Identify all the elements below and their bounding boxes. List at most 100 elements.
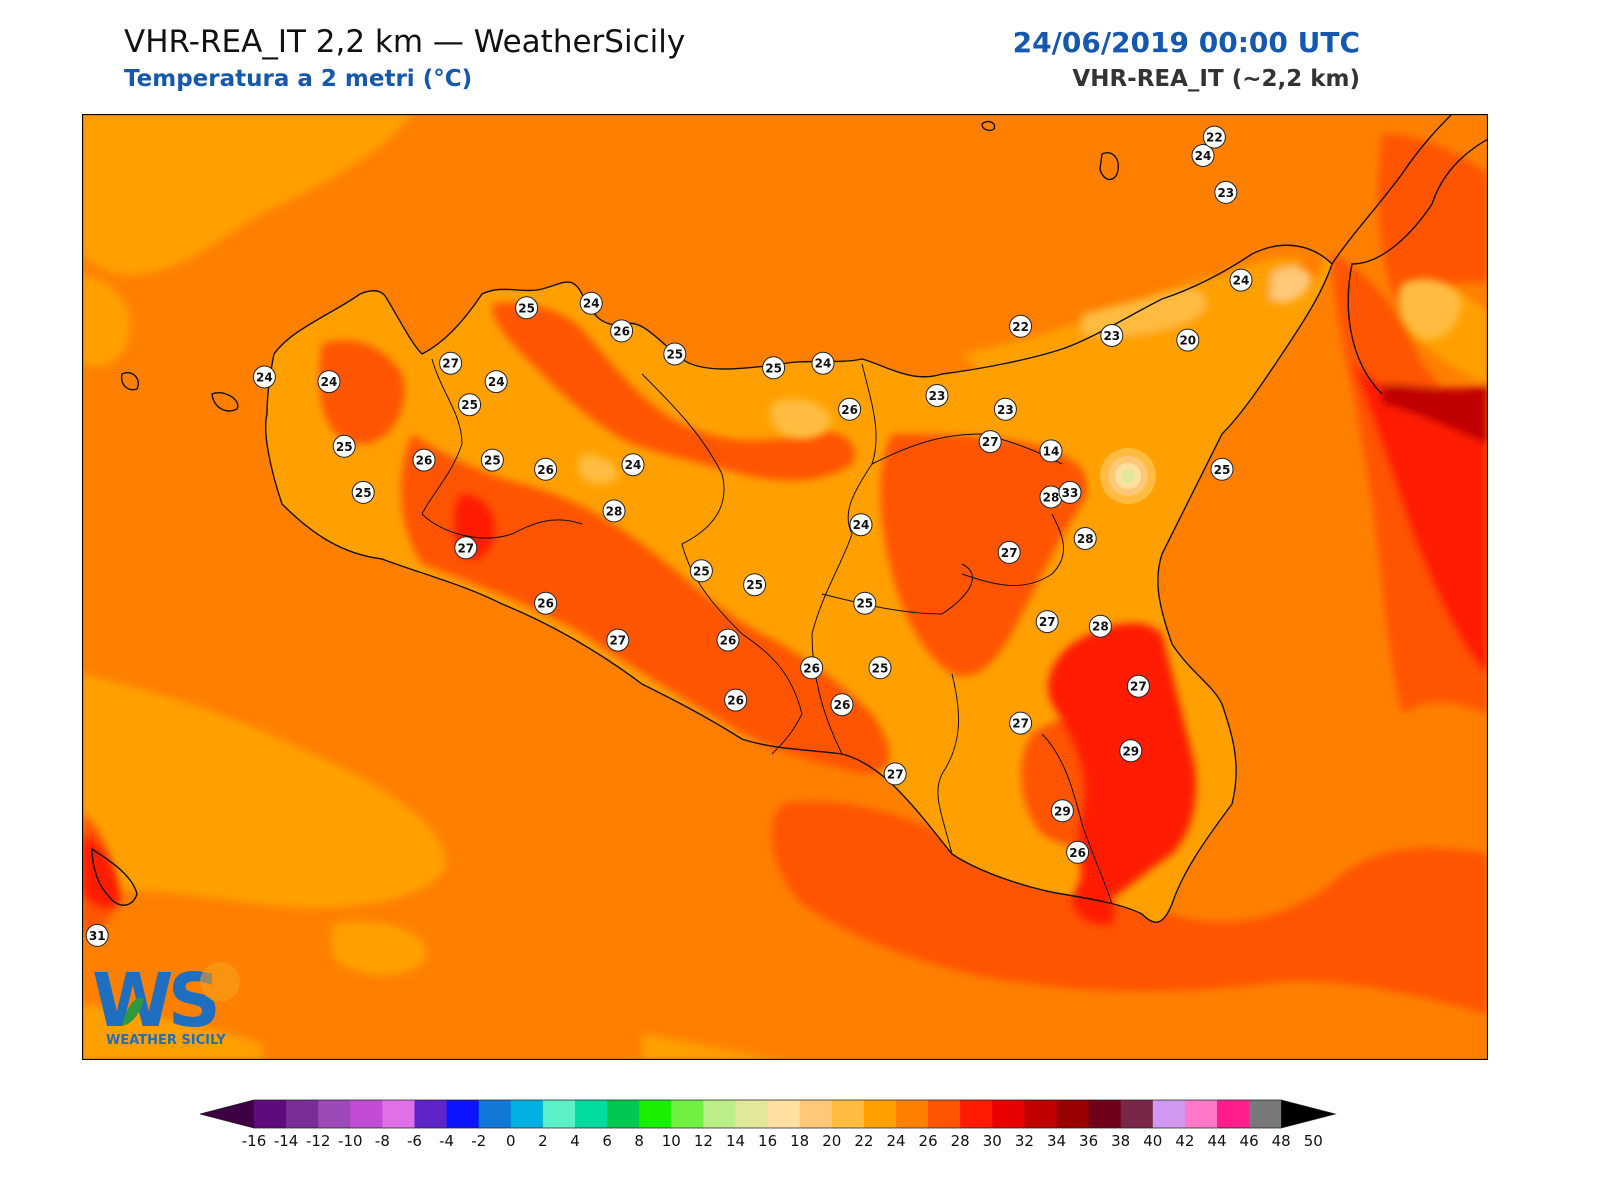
calabria-zone [1398,279,1462,340]
colorbar-tick-label: 20 [822,1132,841,1150]
station-marker: 27 [1009,711,1033,735]
station-marker: 25 [480,448,504,472]
station-temperature: 26 [727,694,744,708]
station-dot [534,591,558,615]
colorbar-tick-label: 28 [951,1132,970,1150]
colorbar-swatch [510,1100,544,1128]
colorbar-swatches [200,1099,1337,1129]
station-temperature: 28 [606,504,623,518]
colorbar-swatch [767,1100,801,1128]
etna-cold-spot [1088,436,1168,516]
colorbar-swatch [286,1100,319,1128]
colorbar-tick-label: 50 [1304,1132,1323,1150]
station-temperature: 27 [982,435,999,449]
station-marker: 26 [412,448,436,472]
station-marker: 25 [762,356,786,380]
station-dot [689,559,713,583]
colorbar-tick-label: 4 [570,1132,580,1150]
colorbar-tick-label: 42 [1175,1132,1194,1150]
colorbar-swatch [896,1100,929,1128]
colorbar-tick-label: -12 [306,1132,331,1150]
warm-sea-east [1332,134,1488,714]
colorbar-swatch [735,1100,769,1128]
station-marker: 23 [925,384,949,407]
colorbar-tick-label: 6 [602,1132,612,1150]
colorbar-swatch [542,1100,576,1128]
station-dot [1035,610,1059,634]
station-temperature: 27 [1130,680,1147,694]
station-dot [997,540,1021,564]
colorbar-swatch [703,1100,736,1128]
colorbar-tick-label: 32 [1015,1132,1034,1150]
station-temperature: 25 [666,348,683,362]
station-temperature: 22 [1206,131,1223,145]
colorbar-swatch [1024,1100,1057,1128]
station-dot [1050,799,1074,823]
station-marker: 24 [849,513,873,537]
station-temperature: 26 [834,698,851,712]
station-marker: 20 [1176,328,1200,352]
station-temperature: 26 [613,324,630,338]
station-marker: 26 [724,688,748,712]
colorbar-tick-label: 38 [1111,1132,1130,1150]
colorbar-swatch [1088,1100,1122,1128]
station-marker: 27 [439,351,463,375]
station-marker: 24 [1191,144,1215,167]
station-dot [85,923,109,947]
coastlines [91,114,1488,923]
station-temperature: 24 [583,297,600,311]
station-dot [332,434,356,458]
station-marker: 28 [1039,485,1063,509]
colorbar-tick-label: 48 [1272,1132,1291,1150]
station-dot [606,628,630,652]
colorbar-tick-label: 26 [919,1132,938,1150]
station-dot [454,536,478,560]
station-marker: 23 [993,397,1017,421]
station-marker: 14 [1039,439,1063,463]
colorbar-swatch [318,1100,351,1128]
station-temperature: 24 [256,371,273,385]
station-marker: 24 [579,291,603,315]
station-dot [830,693,854,717]
station-temperature: 27 [1039,615,1056,629]
station-dot [458,393,482,417]
station-marker: 24 [1229,268,1253,292]
colorbar-tick-label: 36 [1079,1132,1098,1150]
station-temperature: 25 [1214,463,1231,477]
station-dot [1039,439,1063,463]
station-temperature: 26 [537,597,554,611]
station-temperature: 25 [856,597,873,611]
colorbar-over-arrow [1281,1100,1336,1128]
station-temperature: 31 [89,929,106,943]
station-marker: 23 [1214,180,1238,204]
station-dot [800,656,824,680]
station-marker: 24 [252,365,276,389]
station-dot [252,365,276,389]
station-dot [838,397,862,421]
station-dot [1119,739,1143,763]
station-temperature: 28 [1043,491,1060,505]
colorbar-tick-label: 0 [506,1132,516,1150]
station-dot [1009,711,1033,735]
station-temperature: 25 [484,454,501,468]
colorbar-outline [200,1099,1337,1129]
station-marker: 22 [1202,125,1226,149]
station-dot [621,453,645,477]
station-marker: 25 [853,591,877,615]
colorbar-swatch [254,1100,287,1128]
colorbar-swatch [960,1100,993,1128]
station-dot [1210,457,1234,481]
valid-datetime: 24/06/2019 00:00 UTC [1012,26,1360,59]
station-dot [743,573,767,597]
station-labels: 25 24 26 25 25 24 27 25 24 24 24 25 26 25 26 24 25 27 28 25… [85,125,1253,947]
colorbar-swatch [1120,1100,1154,1128]
station-marker: 25 [663,342,687,366]
colorbar-tick-label: 24 [886,1132,905,1150]
station-dot [602,499,626,523]
station-marker: 26 [534,457,558,481]
station-dot [484,370,508,394]
station-dot [716,628,740,652]
map-subtitle: Temperatura a 2 metri (°C) [124,66,473,92]
station-dot [1073,527,1097,550]
station-marker: 26 [1066,840,1090,864]
